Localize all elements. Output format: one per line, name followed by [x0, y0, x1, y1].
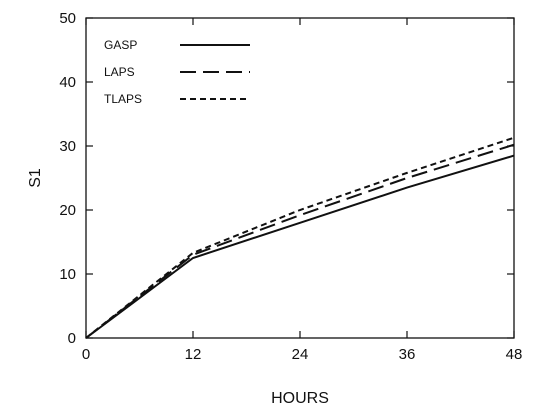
series-line-gasp: [85, 154, 515, 339]
legend-label: TLAPS: [104, 92, 142, 106]
legend: GASP LAPS TLAPS: [104, 38, 250, 106]
y-tick-label: 0: [68, 330, 76, 347]
y-tick-label: 50: [59, 10, 76, 27]
x-tick-label: 48: [506, 346, 523, 363]
y-tick-label: 20: [59, 202, 76, 219]
y-tick-label: 10: [59, 266, 76, 283]
x-axis-title: HOURS: [271, 390, 329, 407]
x-tick-label: 36: [399, 346, 416, 363]
series-line-tlaps: [85, 136, 515, 339]
legend-label: LAPS: [104, 65, 135, 79]
series-layer: [85, 136, 515, 339]
series-line-laps: [85, 143, 515, 339]
y-tick-label: 30: [59, 138, 76, 155]
x-axis-ticks: 0 12 24 36 48: [82, 18, 523, 363]
y-tick-label: 40: [59, 74, 76, 91]
x-tick-label: 24: [292, 346, 309, 363]
x-tick-label: 0: [82, 346, 90, 363]
y-axis-ticks: 0 10 20 30 40 50: [59, 10, 514, 347]
legend-label: GASP: [104, 38, 137, 52]
x-tick-label: 12: [185, 346, 202, 363]
y-axis-title: S1: [27, 168, 44, 188]
